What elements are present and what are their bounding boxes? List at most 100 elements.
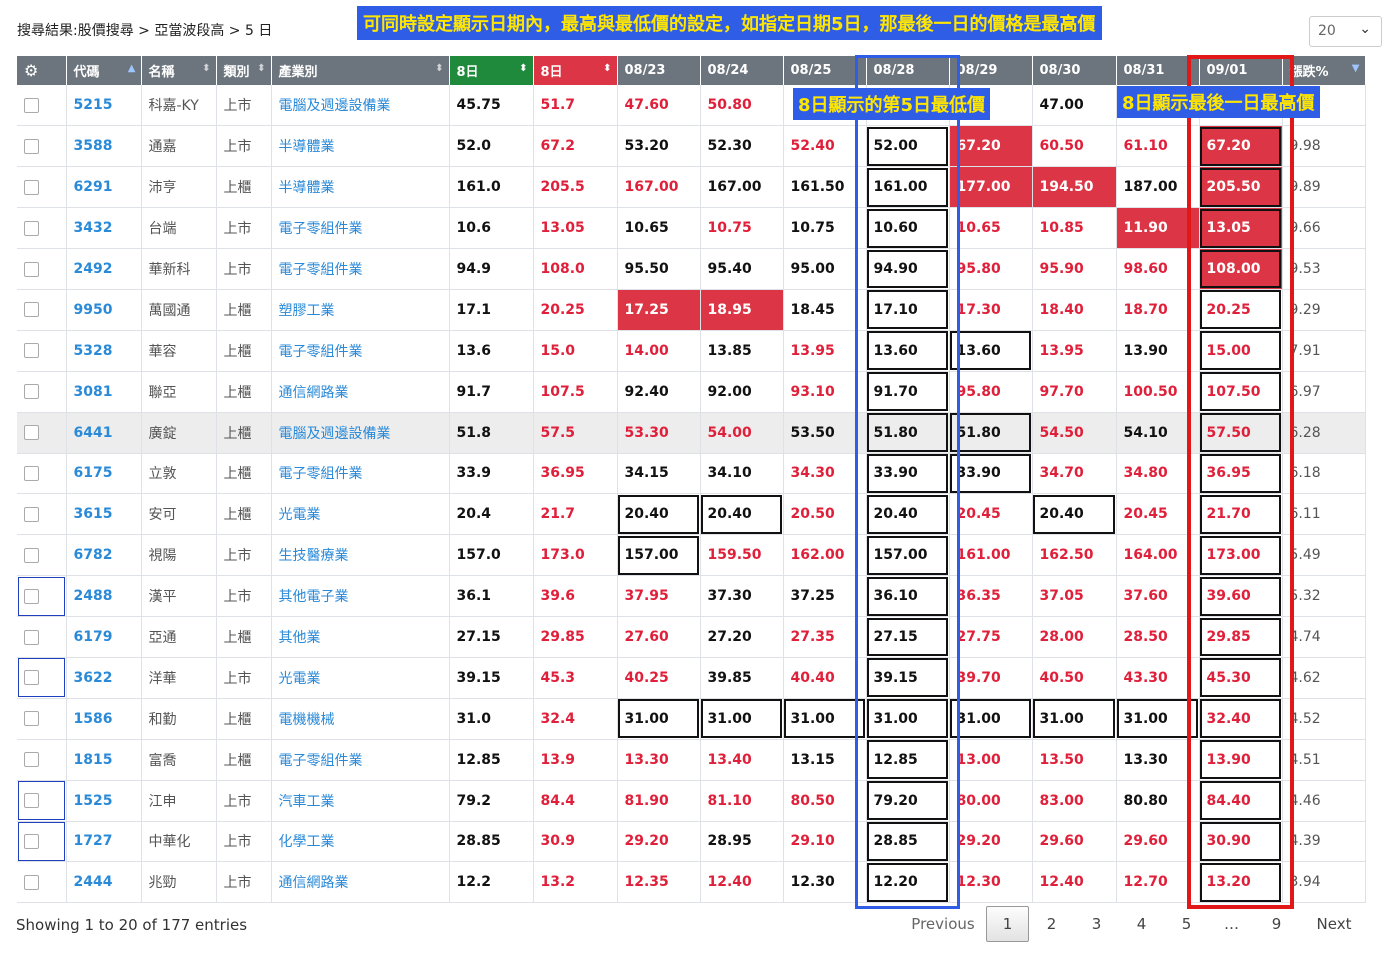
row-checkbox-cell[interactable] bbox=[17, 534, 67, 577]
row-checkbox[interactable] bbox=[24, 793, 39, 809]
stock-code-link[interactable]: 1815 bbox=[66, 739, 142, 781]
industry-link[interactable]: 汽車工業 bbox=[271, 780, 450, 822]
row-checkbox[interactable] bbox=[24, 343, 39, 359]
row-checkbox-cell[interactable] bbox=[17, 330, 67, 372]
row-checkbox-cell[interactable] bbox=[17, 821, 67, 863]
stock-code-link[interactable]: 5328 bbox=[66, 330, 142, 372]
industry-link[interactable]: 電子零組件業 bbox=[271, 207, 450, 250]
stock-code-link[interactable]: 6441 bbox=[66, 412, 142, 454]
industry-link[interactable]: 電腦及週邊設備業 bbox=[271, 412, 450, 454]
industry-link[interactable]: 生技醫療業 bbox=[271, 534, 450, 577]
row-checkbox[interactable] bbox=[24, 261, 39, 277]
row-checkbox[interactable] bbox=[24, 97, 39, 113]
stock-code-link[interactable]: 1586 bbox=[66, 698, 142, 740]
industry-link[interactable]: 電子零組件業 bbox=[271, 248, 450, 290]
settings-gear-header[interactable]: ⚙ bbox=[17, 56, 67, 85]
next-button[interactable]: Next bbox=[1316, 915, 1352, 933]
page-button-9[interactable]: 9 bbox=[1271, 915, 1282, 933]
table-row[interactable]: 5328 華容 上櫃 電子零組件業 13.6 15.0 14.00 13.85 13.95 13.… bbox=[17, 330, 1366, 372]
row-checkbox[interactable] bbox=[24, 547, 39, 563]
table-row[interactable]: 1815 富喬 上櫃 電子零組件業 12.85 13.9 13.30 13.40 13.15 12… bbox=[17, 739, 1366, 781]
industry-link[interactable]: 其他電子業 bbox=[271, 575, 450, 618]
stock-code-link[interactable]: 3081 bbox=[66, 371, 142, 413]
previous-button[interactable]: Previous bbox=[911, 915, 975, 933]
page-button-4[interactable]: 4 bbox=[1136, 915, 1147, 933]
row-checkbox[interactable] bbox=[24, 506, 39, 522]
col-code[interactable]: 代碼 ▲ bbox=[66, 56, 142, 85]
industry-link[interactable]: 其他業 bbox=[271, 616, 450, 658]
page-size-select[interactable]: 20 ⌄ bbox=[1309, 16, 1382, 47]
col-8d-high[interactable]: 8日 ⬍ bbox=[533, 56, 618, 85]
industry-link[interactable]: 通信網路業 bbox=[271, 371, 450, 413]
col-8d-low[interactable]: 8日 ⬍ bbox=[449, 56, 534, 85]
table-row[interactable]: 3622 洋華 上市 光電業 39.15 45.3 40.25 39.85 40.40 39.15… bbox=[17, 657, 1366, 699]
col-date-0824[interactable]: 08/24 bbox=[700, 56, 784, 85]
industry-link[interactable]: 半導體業 bbox=[271, 125, 450, 168]
stock-code-link[interactable]: 3432 bbox=[66, 207, 142, 250]
stock-code-link[interactable]: 2492 bbox=[66, 248, 142, 290]
row-checkbox[interactable] bbox=[24, 302, 39, 318]
table-row[interactable]: 6441 廣錠 上櫃 電腦及週邊設備業 51.8 57.5 53.30 54.00 53.50 5… bbox=[17, 412, 1366, 454]
row-checkbox[interactable] bbox=[24, 384, 39, 400]
industry-link[interactable]: 光電業 bbox=[271, 657, 450, 699]
table-row[interactable]: 6291 沛亨 上櫃 半導體業 161.0 205.5 167.00 167.00 161.50… bbox=[17, 166, 1366, 209]
row-checkbox-cell[interactable] bbox=[17, 166, 67, 209]
col-date-0830[interactable]: 08/30 bbox=[1032, 56, 1117, 85]
row-checkbox-cell[interactable] bbox=[17, 289, 67, 331]
page-button-5[interactable]: 5 bbox=[1181, 915, 1192, 933]
stock-code-link[interactable]: 3588 bbox=[66, 125, 142, 168]
row-checkbox-cell[interactable] bbox=[17, 125, 67, 168]
row-checkbox[interactable] bbox=[24, 220, 39, 236]
table-row[interactable]: 6179 亞通 上櫃 其他業 27.15 29.85 27.60 27.20 27.35 27.1… bbox=[17, 616, 1366, 658]
col-date-0823[interactable]: 08/23 bbox=[617, 56, 701, 85]
row-checkbox-cell[interactable] bbox=[17, 207, 67, 250]
industry-link[interactable]: 塑膠工業 bbox=[271, 289, 450, 331]
row-checkbox-cell[interactable] bbox=[17, 371, 67, 413]
col-industry[interactable]: 產業別 ⬍ bbox=[271, 56, 450, 85]
industry-link[interactable]: 電機機械 bbox=[271, 698, 450, 740]
industry-link[interactable]: 通信網路業 bbox=[271, 861, 450, 904]
page-button-2[interactable]: 2 bbox=[1046, 915, 1057, 933]
table-row[interactable]: 1727 中華化 上市 化學工業 28.85 30.9 29.20 28.95 29.10 28.… bbox=[17, 821, 1366, 863]
col-date-0901[interactable]: 09/01 bbox=[1199, 56, 1283, 85]
row-checkbox-cell[interactable] bbox=[17, 861, 67, 904]
row-checkbox-cell[interactable] bbox=[17, 575, 67, 618]
row-checkbox-cell[interactable] bbox=[17, 780, 67, 822]
row-checkbox-cell[interactable] bbox=[17, 739, 67, 781]
col-type[interactable]: 類別 ⬍ bbox=[216, 56, 272, 85]
row-checkbox[interactable] bbox=[24, 670, 39, 686]
table-row[interactable]: 3432 台端 上市 電子零組件業 10.6 13.05 10.65 10.75 10.75 10… bbox=[17, 207, 1366, 250]
col-date-0825[interactable]: 08/25 bbox=[783, 56, 867, 85]
table-row[interactable]: 2492 華新科 上市 電子零組件業 94.9 108.0 95.50 95.40 95.00 9… bbox=[17, 248, 1366, 290]
stock-code-link[interactable]: 2488 bbox=[66, 575, 142, 618]
industry-link[interactable]: 光電業 bbox=[271, 493, 450, 536]
col-date-0831[interactable]: 08/31 bbox=[1116, 56, 1200, 85]
row-checkbox-cell[interactable] bbox=[17, 412, 67, 454]
row-checkbox-cell[interactable] bbox=[17, 616, 67, 658]
row-checkbox-cell[interactable] bbox=[17, 657, 67, 699]
stock-code-link[interactable]: 6179 bbox=[66, 616, 142, 658]
stock-code-link[interactable]: 6291 bbox=[66, 166, 142, 209]
stock-code-link[interactable]: 6175 bbox=[66, 453, 142, 495]
row-checkbox[interactable] bbox=[24, 833, 39, 849]
table-row[interactable]: 3615 安可 上櫃 光電業 20.4 21.7 20.40 20.40 20.50 20.40 2… bbox=[17, 493, 1366, 536]
table-row[interactable]: 3081 聯亞 上櫃 通信網路業 91.7 107.5 92.40 92.00 93.10 91.… bbox=[17, 371, 1366, 413]
row-checkbox-cell[interactable] bbox=[17, 85, 67, 127]
industry-link[interactable]: 半導體業 bbox=[271, 166, 450, 209]
table-row[interactable]: 6175 立敦 上櫃 電子零組件業 33.9 36.95 34.15 34.10 34.30 33… bbox=[17, 453, 1366, 495]
table-row[interactable]: 6782 視陽 上市 生技醫療業 157.0 173.0 157.00 159.50 162.0… bbox=[17, 534, 1366, 577]
page-button-3[interactable]: 3 bbox=[1091, 915, 1102, 933]
row-checkbox[interactable] bbox=[24, 588, 39, 604]
stock-code-link[interactable]: 2444 bbox=[66, 861, 142, 904]
row-checkbox-cell[interactable] bbox=[17, 453, 67, 495]
row-checkbox-cell[interactable] bbox=[17, 698, 67, 740]
industry-link[interactable]: 電子零組件業 bbox=[271, 453, 450, 495]
stock-code-link[interactable]: 1727 bbox=[66, 821, 142, 863]
table-row[interactable]: 2444 兆勁 上市 通信網路業 12.2 13.2 12.35 12.40 12.30 12.2… bbox=[17, 861, 1366, 904]
row-checkbox[interactable] bbox=[24, 711, 39, 727]
table-row[interactable]: 2488 漢平 上市 其他電子業 36.1 39.6 37.95 37.30 37.25 36.1… bbox=[17, 575, 1366, 618]
col-date-0829[interactable]: 08/29 bbox=[949, 56, 1033, 85]
row-checkbox[interactable] bbox=[24, 465, 39, 481]
table-row[interactable]: 1525 江申 上市 汽車工業 79.2 84.4 81.90 81.10 80.50 79.20… bbox=[17, 780, 1366, 822]
table-row[interactable]: 3588 通嘉 上市 半導體業 52.0 67.2 53.20 52.30 52.40 52.00… bbox=[17, 125, 1366, 168]
